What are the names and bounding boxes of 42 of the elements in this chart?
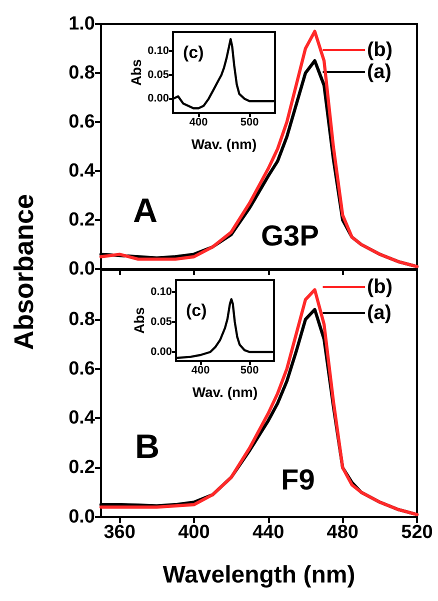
x-tick-label: 400 — [178, 522, 210, 543]
legend-label: (b) — [367, 276, 393, 298]
y-tick-label: 0.8 — [68, 308, 95, 330]
y-tick-label: 0.2 — [68, 457, 95, 478]
annotation: A — [133, 192, 158, 230]
y-tick-label: 0.0 — [68, 258, 95, 280]
legend-label: (a) — [367, 61, 392, 83]
y-tick-label: 0.6 — [68, 112, 95, 132]
annotation: (c) — [183, 43, 204, 62]
x-axis-title: Wavelength (nm) — [162, 562, 356, 588]
x-tick-label: 520 — [401, 522, 433, 543]
y-tick-label: 0.00 — [148, 92, 169, 105]
y-tick-label: 0.00 — [150, 346, 172, 358]
y-axis-title: Absorbance — [9, 194, 39, 350]
x-tick-label: 360 — [104, 522, 136, 543]
y-tick-label: 1.0 — [68, 14, 95, 34]
x-axis-title: Wav. (nm) — [191, 136, 257, 152]
y-tick-label: 0.4 — [68, 408, 96, 429]
legend-label: (b) — [367, 39, 393, 61]
y-tick-label: 0.10 — [150, 286, 172, 298]
annotation: (c) — [186, 301, 207, 320]
y-tick-label: 0.2 — [68, 210, 95, 230]
y-axis-title: Abs — [131, 307, 147, 334]
y-tick-label: 0.0 — [68, 506, 95, 528]
y-tick-label: 0.6 — [68, 358, 95, 380]
y-tick-label: 0.05 — [150, 316, 172, 328]
x-tick-label: 400 — [189, 116, 208, 128]
x-axis-title: Wav. (nm) — [192, 384, 258, 400]
x-tick-label: 480 — [326, 522, 358, 543]
y-tick-label: 0.8 — [68, 62, 95, 84]
x-tick-label: 400 — [191, 364, 210, 376]
x-tick-label: 440 — [252, 522, 284, 543]
y-axis-title: Abs — [128, 59, 144, 86]
x-tick-label: 500 — [240, 116, 259, 128]
y-tick-label: 0.10 — [148, 45, 169, 58]
y-tick-label: 0.05 — [148, 68, 169, 81]
y-tick-label: 0.4 — [68, 160, 96, 182]
x-tick-label: 500 — [240, 364, 259, 376]
annotation: F9 — [281, 464, 315, 496]
legend-label: (a) — [367, 302, 392, 324]
annotation: B — [135, 428, 160, 466]
annotation: G3P — [261, 220, 320, 252]
